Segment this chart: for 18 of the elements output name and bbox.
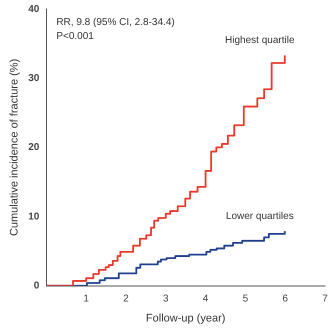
x-tick-label: 7 [322,294,328,305]
x-axis-title: Follow-up (year) [146,312,226,324]
annotation: P<0.001 [56,30,94,42]
annotation: RR, 9.8 (95% CI, 2.8-34.4) [56,16,175,28]
series-label: Lower quartiles [226,210,294,222]
x-tick-label: 2 [123,294,130,305]
y-tick-label: 10 [28,211,40,222]
x-tick-label: 6 [282,294,288,305]
x-tick-label: 1 [83,294,90,305]
x-tick-label: 5 [242,294,249,305]
y-tick-label: 40 [28,4,40,15]
y-tick-label: 0 [34,280,40,292]
x-tick-label: 3 [162,294,169,305]
series-label: Highest quartile [225,35,295,46]
y-tick-label: 20 [28,142,40,154]
y-tick-label: 30 [28,72,40,84]
x-tick-label: 4 [202,294,209,305]
y-axis-title: Cumulative incidence of fracture (%) [8,58,21,236]
